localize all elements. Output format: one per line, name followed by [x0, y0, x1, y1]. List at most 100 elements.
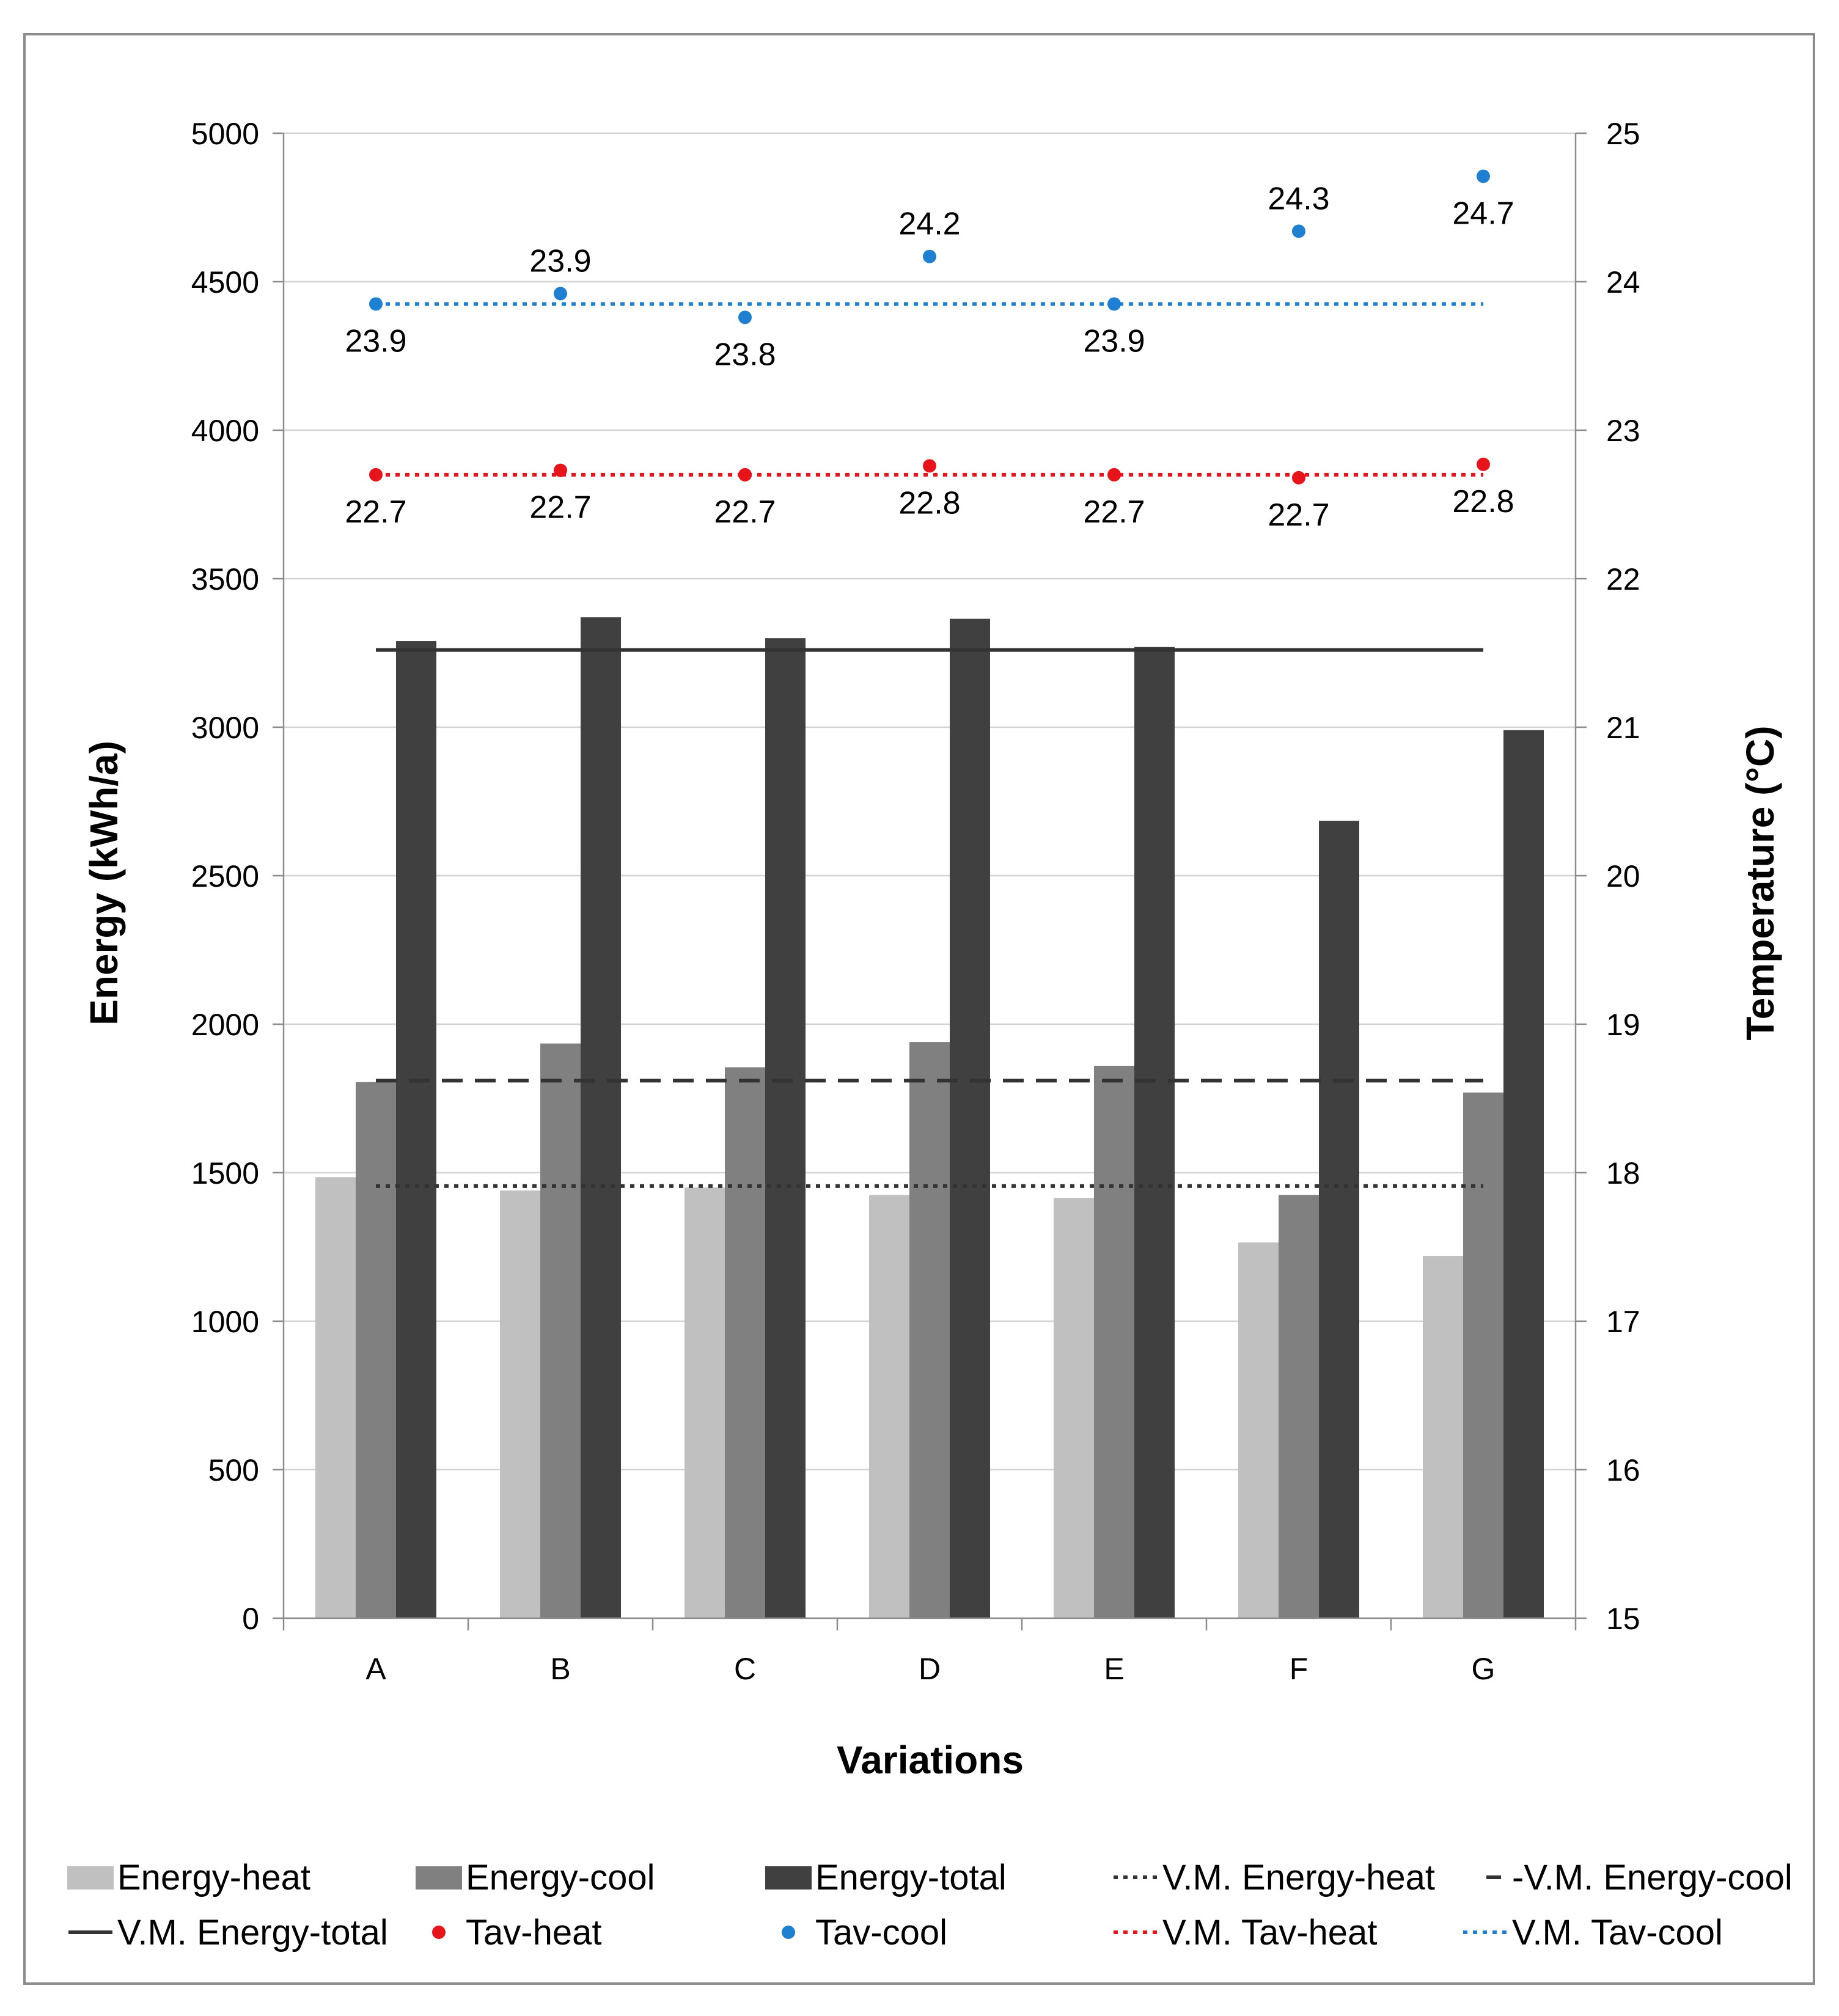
- point-tav-cool-f: [1292, 224, 1305, 238]
- point-tav-cool-b: [554, 287, 567, 301]
- legend-item-tav-cool: Tav-cool: [782, 1913, 947, 1952]
- legend-item-v-m-tav-heat: V.M. Tav-heat: [1114, 1913, 1377, 1952]
- x-tick-label: E: [1104, 1652, 1124, 1686]
- data-label-tav-heat-c: 22.7: [714, 494, 776, 530]
- x-tick-label: B: [550, 1652, 570, 1686]
- legend-label: -V.M. Energy-cool: [1512, 1858, 1793, 1897]
- legend: Energy-heat Energy-cool Energy-total V.M. E…: [67, 1858, 1793, 1952]
- data-label-tav-cool-e: 23.9: [1083, 323, 1145, 359]
- legend-dot: [782, 1926, 795, 1939]
- data-label-tav-heat-d: 22.8: [898, 485, 960, 521]
- data-label-tav-heat-e: 22.7: [1083, 494, 1145, 530]
- y2-tick-label: 21: [1606, 711, 1640, 745]
- point-tav-heat-e: [1107, 467, 1121, 482]
- legend-swatch: [765, 1866, 812, 1890]
- y-tick-label: 500: [208, 1453, 259, 1487]
- data-label-tav-cool-f: 24.3: [1268, 181, 1329, 216]
- bar-energy-total-f: [1319, 821, 1359, 1618]
- bar-energy-cool-d: [909, 1042, 950, 1618]
- y2-tick-label: 18: [1606, 1156, 1640, 1190]
- x-tick-label: D: [919, 1652, 941, 1686]
- y2-tick-label: 16: [1606, 1453, 1640, 1487]
- x-axis-title: Variations: [837, 1738, 1024, 1782]
- x-tick-label: G: [1472, 1652, 1496, 1686]
- legend-item-energy-heat: Energy-heat: [67, 1858, 310, 1897]
- y-tick-label: 4500: [191, 265, 259, 299]
- data-label-tav-cool-a: 23.9: [345, 323, 406, 359]
- y-tick-label: 1500: [191, 1156, 259, 1190]
- bar-energy-heat-e: [1054, 1198, 1094, 1618]
- point-tav-heat-d: [923, 459, 936, 473]
- bar-energy-heat-g: [1423, 1256, 1463, 1618]
- legend-label: V.M. Tav-heat: [1162, 1913, 1377, 1952]
- legend-label: V.M. Tav-cool: [1512, 1913, 1723, 1952]
- legend-label: Tav-cool: [815, 1913, 947, 1952]
- legend-label: Energy-cool: [466, 1858, 655, 1897]
- legend-label: V.M. Energy-heat: [1162, 1858, 1435, 1897]
- gridlines: [284, 132, 1576, 1471]
- y2-tick-label: 19: [1606, 1008, 1640, 1042]
- y-tick-label: 4000: [191, 414, 259, 448]
- point-tav-cool-a: [369, 297, 383, 311]
- bar-energy-cool-b: [540, 1043, 581, 1618]
- tick-labels: 0 500 1000 1500 2000 2500 3000 3500 4000 4500 5000…: [191, 117, 1640, 1686]
- bar-energy-total-e: [1134, 647, 1175, 1618]
- bar-energy-total-g: [1503, 730, 1544, 1618]
- bar-energy-heat-d: [869, 1195, 909, 1618]
- data-label-tav-heat-g: 22.8: [1452, 484, 1514, 519]
- y2-tick-label: 15: [1606, 1602, 1640, 1636]
- data-label-tav-cool-g: 24.7: [1452, 196, 1514, 231]
- y-tick-label: 3000: [191, 711, 259, 745]
- legend-label: Tav-heat: [466, 1913, 601, 1952]
- bar-energy-heat-a: [315, 1177, 356, 1618]
- y2-axis-title: Temperature (°C): [1738, 725, 1782, 1040]
- legend-item-energy-cool: Energy-cool: [416, 1858, 655, 1897]
- legend-item-v-m-energy-total: V.M. Energy-total: [68, 1913, 388, 1952]
- bar-energy-total-a: [396, 641, 436, 1618]
- bar-energy-cool-c: [725, 1067, 765, 1618]
- y-axis-title: Energy (kWh/a): [82, 741, 126, 1025]
- point-tav-cool-g: [1477, 169, 1490, 183]
- data-label-tav-cool-d: 24.2: [898, 207, 960, 242]
- axes: [273, 132, 1587, 1630]
- y2-tick-label: 24: [1606, 265, 1640, 299]
- bar-energy-total-d: [950, 618, 990, 1618]
- bar-energy-cool-a: [356, 1082, 396, 1618]
- y2-tick-label: 17: [1606, 1305, 1640, 1339]
- bars: [315, 617, 1544, 1619]
- legend-dot: [432, 1926, 446, 1939]
- legend-item-v-m-energy-cool: -V.M. Energy-cool: [1486, 1858, 1793, 1897]
- y-tick-label: 2500: [191, 859, 259, 893]
- x-tick-label: C: [734, 1652, 756, 1686]
- legend-swatch: [416, 1866, 462, 1890]
- y2-tick-label: 22: [1606, 562, 1640, 596]
- x-tick-label: A: [365, 1652, 386, 1686]
- bar-energy-cool-e: [1094, 1066, 1134, 1618]
- y-tick-label: 5000: [191, 117, 259, 151]
- y2-tick-label: 25: [1606, 117, 1640, 151]
- legend-swatch: [67, 1866, 114, 1890]
- temperature-points: 22.7 22.7 22.7 22.8 22.7 22.7 22.8 23.9 23.9 23.8…: [345, 169, 1514, 533]
- bar-energy-cool-f: [1279, 1195, 1319, 1618]
- point-tav-cool-d: [923, 249, 936, 263]
- bar-energy-total-b: [581, 617, 621, 1619]
- data-label-tav-cool-b: 23.9: [529, 243, 591, 279]
- data-label-tav-heat-a: 22.7: [345, 494, 406, 530]
- data-label-tav-cool-c: 23.8: [714, 337, 776, 372]
- point-tav-heat-f: [1292, 471, 1305, 485]
- point-tav-heat-c: [738, 467, 752, 482]
- y-tick-label: 2000: [191, 1008, 259, 1042]
- legend-label: V.M. Energy-total: [117, 1913, 388, 1952]
- bar-energy-heat-b: [500, 1190, 540, 1618]
- legend-item-v-m-energy-heat: V.M. Energy-heat: [1114, 1858, 1435, 1897]
- x-tick-label: F: [1290, 1652, 1309, 1686]
- y-tick-label: 3500: [191, 562, 259, 596]
- legend-item-energy-total: Energy-total: [765, 1858, 1007, 1897]
- point-tav-cool-e: [1107, 297, 1121, 311]
- bar-energy-heat-f: [1238, 1242, 1279, 1618]
- y-tick-label: 0: [242, 1602, 259, 1636]
- legend-item-v-m-tav-cool: V.M. Tav-cool: [1463, 1913, 1723, 1952]
- point-tav-heat-a: [369, 467, 383, 482]
